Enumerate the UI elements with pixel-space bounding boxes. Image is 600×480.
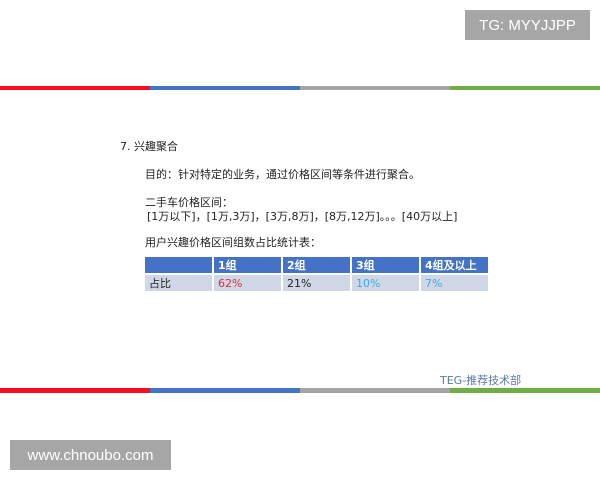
- watermark-bottom: www.chnoubo.com: [10, 440, 171, 470]
- slide-title: 7. 兴趣聚合: [120, 140, 178, 153]
- value-cell: 10%: [350, 273, 421, 293]
- row-label: 占比: [143, 273, 214, 293]
- table-caption: 用户兴趣价格区间组数占比统计表：: [145, 236, 321, 249]
- top-color-bar: [0, 86, 600, 90]
- value-cell: 21%: [281, 273, 352, 293]
- header-cell: [143, 255, 214, 275]
- purpose-text: 目的：针对特定的业务，通过价格区间等条件进行聚合。: [145, 168, 420, 181]
- header-cell: 1组: [212, 255, 283, 275]
- value-cell: 62%: [212, 273, 283, 293]
- table-header-row: 1组 2组 3组 4组及以上: [143, 255, 490, 275]
- table-row: 占比 62% 21% 10% 7%: [143, 273, 490, 293]
- watermark-top: TG: MYYJJPP: [465, 10, 590, 40]
- header-cell: 4组及以上: [419, 255, 490, 275]
- range-list: [1万以下]，[1万,3万]，[3万,8万]，[8万,12万]。。。[40万以上…: [147, 210, 458, 223]
- footer-dept: TEG-推荐技术部: [440, 374, 522, 387]
- value-cell: 7%: [419, 273, 490, 293]
- header-cell: 2组: [281, 255, 352, 275]
- range-label: 二手车价格区间：: [145, 196, 233, 209]
- stats-table: 1组 2组 3组 4组及以上 占比 62% 21% 10% 7%: [143, 255, 490, 293]
- header-cell: 3组: [350, 255, 421, 275]
- bottom-color-bar: [0, 388, 600, 393]
